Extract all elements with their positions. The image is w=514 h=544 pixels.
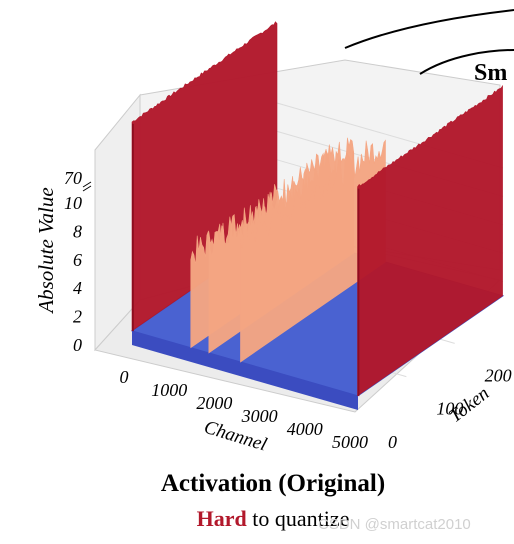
z-tick-label: 0 [73, 335, 82, 355]
x-tick-label: 4000 [287, 419, 323, 439]
outlier-wall-side [357, 188, 360, 397]
outlier-channel-5000 [357, 84, 503, 397]
x-tick-label: 2000 [196, 393, 232, 413]
outlier-spike-wall [357, 84, 503, 397]
annotation-curve-upper [344, 9, 514, 49]
x-tick-label: 5000 [332, 432, 368, 452]
subtitle-rest: to quantize [246, 506, 350, 531]
base-surface-edge [132, 330, 358, 410]
y-tick-label: 200 [485, 365, 512, 385]
x-tick-labels: 0 1000 2000 3000 4000 5000 [120, 367, 369, 452]
outlier-channel-2400 [240, 139, 386, 363]
x-tick-label: 0 [120, 367, 129, 387]
y-axis-label: Token [445, 383, 493, 427]
chart-subtitle: Hard to quantize [0, 506, 514, 532]
axis-break-marker [82, 181, 92, 192]
chart-title: Activation (Original) [160, 470, 386, 497]
z-tick-label: 70 [64, 168, 82, 188]
z-tick-label: 10 [64, 193, 82, 213]
z-tick-label: 2 [73, 307, 82, 327]
z-tick-label: 4 [73, 278, 82, 298]
watermark: CSDN @smartcat2010 [318, 516, 471, 533]
z-tick-labels: 0 2 4 6 8 10 70 [64, 168, 82, 355]
y-tick-labels: 0100200300 [388, 365, 512, 452]
z-tick-label: 8 [73, 221, 82, 241]
annotation-curve-lower [419, 49, 514, 75]
z-axis-label: Absolute Value [34, 187, 58, 314]
z-tick-label: 6 [73, 250, 82, 270]
y-tick-label: 100 [436, 399, 463, 419]
x-tick-label: 3000 [241, 406, 278, 426]
activation-surface [130, 21, 505, 410]
subtitle-highlight: Hard [196, 506, 247, 531]
y-tick-label: 0 [388, 432, 397, 452]
outlier-spike-wall [240, 139, 386, 363]
x-tick-label: 1000 [151, 380, 187, 400]
cropped-annotation-label: Sm [474, 60, 508, 86]
outlier-wall-side [132, 123, 134, 332]
